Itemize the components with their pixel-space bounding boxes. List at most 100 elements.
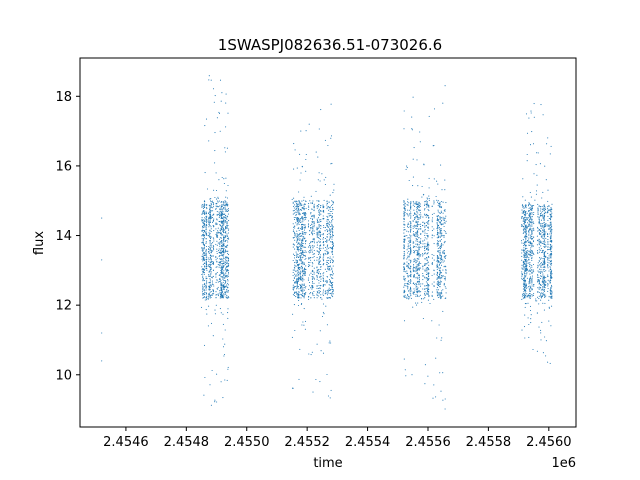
data-point (221, 220, 223, 222)
data-point (525, 269, 528, 271)
data-point (412, 306, 414, 308)
data-point (433, 259, 435, 261)
data-point (311, 351, 313, 353)
data-point (417, 230, 419, 232)
data-point (535, 298, 537, 300)
data-point (427, 234, 429, 236)
data-point (311, 265, 313, 267)
data-point (536, 249, 539, 252)
data-point (101, 217, 103, 219)
data-point (222, 211, 224, 213)
data-point (540, 219, 543, 221)
data-point (319, 276, 321, 278)
data-point (526, 277, 528, 279)
data-point (224, 286, 226, 289)
data-point (298, 250, 300, 252)
data-point (203, 258, 205, 261)
data-point (551, 226, 553, 228)
data-point (292, 231, 294, 233)
data-point (223, 286, 225, 288)
data-point (521, 242, 523, 244)
data-point (439, 201, 441, 203)
chart-title: 1SWASPJ082636.51-073026.6 (218, 36, 442, 54)
data-point (213, 249, 215, 251)
data-point (409, 229, 412, 231)
data-point (316, 293, 318, 295)
data-point (440, 297, 442, 299)
data-point (328, 287, 330, 289)
data-point (295, 261, 297, 263)
data-point (531, 252, 533, 255)
data-point (543, 294, 545, 296)
data-point (304, 274, 306, 276)
data-point (543, 243, 545, 246)
data-point (525, 211, 527, 213)
data-point (525, 269, 527, 271)
data-point (522, 264, 524, 266)
data-point (523, 291, 525, 293)
data-point (539, 272, 542, 275)
data-point (205, 286, 207, 288)
data-point (204, 268, 206, 270)
data-point (426, 276, 428, 279)
data-point (202, 229, 204, 231)
data-point (308, 298, 310, 300)
data-point (221, 226, 223, 228)
data-point (331, 286, 333, 288)
data-point (308, 264, 310, 266)
data-point (316, 244, 318, 246)
data-point (525, 285, 527, 287)
data-point (216, 271, 218, 274)
data-point (330, 342, 332, 344)
data-point (227, 229, 229, 231)
data-point (209, 218, 211, 220)
data-point (328, 238, 331, 240)
data-point (542, 286, 544, 288)
data-point (526, 240, 529, 242)
data-point (417, 221, 419, 223)
data-point (528, 228, 530, 230)
data-point (530, 314, 532, 316)
data-point (403, 263, 405, 265)
data-point (538, 280, 540, 282)
data-point (530, 234, 532, 236)
data-point (223, 256, 225, 258)
data-point (436, 227, 438, 229)
data-point (415, 233, 417, 235)
data-point (416, 226, 419, 228)
data-point (221, 254, 223, 256)
data-point (409, 247, 412, 249)
data-point (537, 227, 539, 229)
data-point (437, 211, 439, 213)
data-point (531, 229, 533, 231)
data-point (445, 232, 447, 234)
data-point (211, 282, 214, 284)
data-point (528, 210, 530, 212)
data-point (412, 242, 414, 244)
data-point (319, 246, 321, 248)
data-point (318, 232, 320, 234)
data-point (439, 272, 441, 274)
data-point (413, 291, 415, 293)
data-point (528, 288, 530, 290)
data-point (414, 270, 416, 272)
data-point (436, 263, 438, 265)
data-point (295, 208, 297, 210)
data-point (226, 263, 228, 265)
data-point (217, 213, 219, 215)
data-point (211, 217, 214, 219)
data-point (428, 295, 430, 297)
data-point (410, 294, 412, 296)
data-point (222, 297, 224, 299)
data-point (521, 249, 523, 251)
data-point (313, 217, 315, 219)
data-point (221, 92, 223, 94)
data-point (312, 238, 314, 240)
data-point (412, 185, 414, 187)
data-point (426, 204, 428, 206)
data-point (420, 233, 422, 235)
data-point (303, 293, 305, 295)
data-point (426, 263, 428, 265)
data-point (316, 200, 318, 202)
data-point (426, 292, 428, 294)
